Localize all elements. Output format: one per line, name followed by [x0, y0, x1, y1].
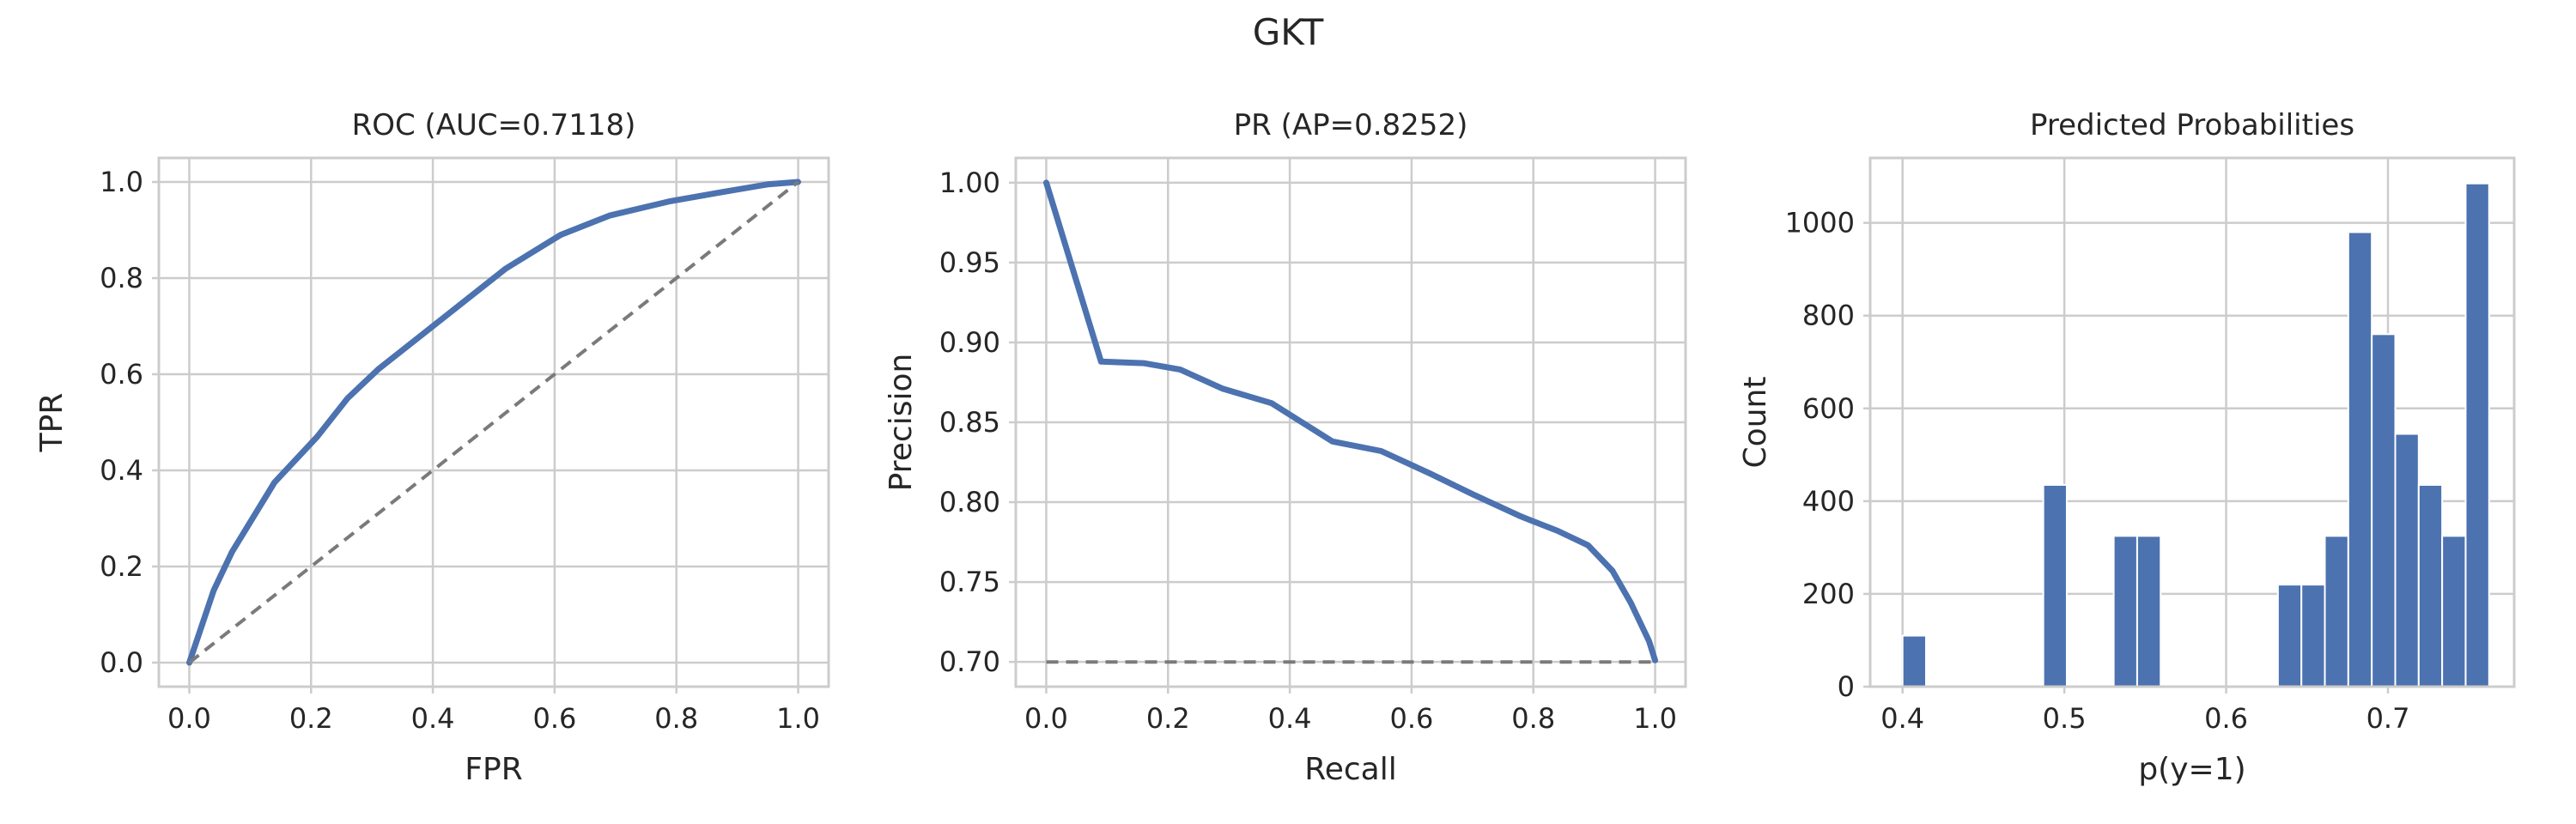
- y-tick-label: 0.8: [100, 262, 143, 294]
- y-tick-label: 1.00: [939, 167, 1000, 199]
- y-tick-label: 0.4: [100, 454, 143, 487]
- y-tick-label: 400: [1802, 485, 1855, 518]
- x-axis-label: Recall: [1304, 752, 1396, 787]
- x-tick-label: 1.0: [776, 702, 820, 735]
- axes-frame: [1868, 156, 2516, 688]
- x-axis-label: p(y=1): [2138, 752, 2245, 787]
- y-tick-label: 0.95: [939, 246, 1000, 279]
- y-tick-label: 1000: [1785, 207, 1855, 239]
- histogram-bar: [2300, 584, 2326, 688]
- y-tick-label: 0: [1838, 670, 1855, 703]
- x-tick-label: 0.2: [289, 702, 333, 735]
- x-tick-label: 0.4: [1268, 702, 1312, 735]
- x-tick-label: 0.6: [1389, 702, 1433, 735]
- histogram-bar: [2112, 535, 2138, 688]
- y-axis-label: Count: [1738, 377, 1773, 469]
- histogram-bar: [2464, 182, 2490, 688]
- y-tick-label: 800: [1802, 300, 1855, 332]
- y-tick-label: 0.0: [100, 646, 143, 679]
- x-tick-label: 0.6: [2204, 702, 2248, 735]
- y-tick-label: 0.75: [939, 566, 1000, 598]
- x-tick-label: 0.6: [532, 702, 576, 735]
- histogram-bar: [2042, 483, 2068, 688]
- x-tick-label: 1.0: [1633, 702, 1677, 735]
- roc-panel: 0.0 0.2 0.4 0.6 0.8 1.0 0.0 0.2 0.4 0.6 0.8 1.0 ROC …: [34, 108, 830, 787]
- panel-title: ROC (AUC=0.7118): [352, 108, 636, 142]
- panel-title: Predicted Probabilities: [2030, 108, 2354, 142]
- histogram-bar: [2347, 231, 2373, 688]
- x-tick-label: 0.0: [167, 702, 211, 735]
- y-tick-label: 0.80: [939, 486, 1000, 518]
- histogram-bar: [2417, 483, 2444, 688]
- axes-frame: [157, 156, 830, 688]
- x-tick-label: 0.4: [411, 702, 455, 735]
- y-tick-label: 0.90: [939, 326, 1000, 359]
- y-tick-label: 0.2: [100, 550, 143, 583]
- histogram-bar: [2371, 333, 2397, 688]
- y-tick-label: 200: [1802, 578, 1855, 610]
- baseline-line: [188, 180, 799, 664]
- y-tick-label: 600: [1802, 392, 1855, 425]
- pr-panel: 0.0 0.2 0.4 0.6 0.8 1.0 0.70 0.75 0.80 0.85 0.90 0.…: [884, 108, 1687, 787]
- histogram-bar: [2441, 535, 2467, 688]
- x-tick-label: 0.7: [2366, 702, 2410, 735]
- x-tick-label: 0.0: [1024, 702, 1068, 735]
- x-tick-label: 0.8: [1511, 702, 1555, 735]
- y-axis-label: TPR: [34, 393, 70, 453]
- x-tick-label: 0.5: [2043, 702, 2087, 735]
- histogram-bar: [2394, 433, 2420, 688]
- x-tick-label: 0.2: [1146, 702, 1190, 735]
- histogram-bar: [1901, 634, 1928, 688]
- x-axis-label: FPR: [465, 752, 522, 787]
- panel-title: PR (AP=0.8252): [1234, 108, 1468, 142]
- y-axis-label: Precision: [884, 354, 919, 492]
- y-tick-label: 0.70: [939, 645, 1000, 678]
- figure-suptitle: GKT: [1253, 11, 1324, 53]
- histogram-bar: [2136, 535, 2162, 688]
- histogram-panel: 0.4 0.5 0.6 0.7 0 200 400 600 800 1000 Predicted P…: [1738, 108, 2516, 787]
- histogram-bar: [2276, 584, 2303, 688]
- curve-line: [186, 179, 801, 666]
- y-tick-label: 0.85: [939, 406, 1000, 439]
- curve-line: [1043, 179, 1658, 663]
- y-tick-label: 1.0: [100, 166, 143, 198]
- histogram-bar: [2324, 535, 2349, 688]
- y-tick-label: 0.6: [100, 358, 143, 391]
- x-tick-label: 0.8: [654, 702, 698, 735]
- x-tick-label: 0.4: [1880, 702, 1924, 735]
